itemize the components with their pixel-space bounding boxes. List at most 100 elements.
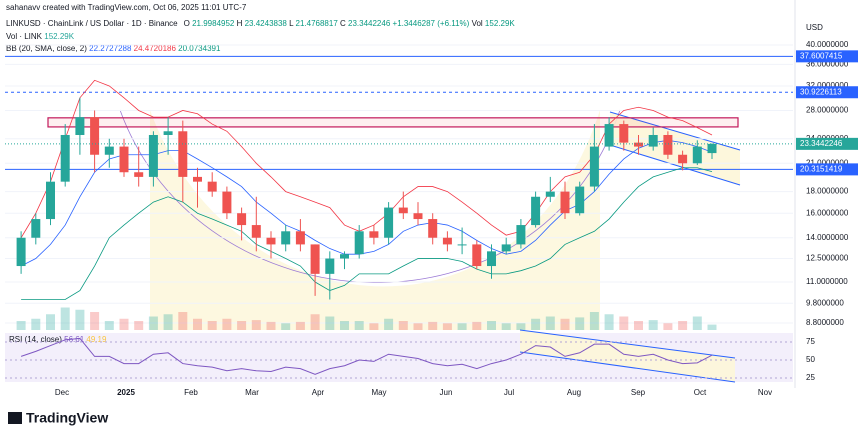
rsi-channel-line	[519, 329, 736, 359]
volume-bar	[60, 307, 70, 330]
volume-bar	[604, 314, 614, 330]
price-tag	[796, 86, 858, 99]
volume-bar	[487, 321, 496, 330]
rsi-tick-label: 25	[806, 373, 815, 382]
y-tick-label: 40.0000000	[806, 40, 849, 49]
last-price-label: 23.3442246	[800, 139, 843, 148]
ohlc-value: 21.9984952	[192, 19, 235, 28]
candle-body	[413, 213, 423, 220]
x-tick-label: Mar	[245, 388, 259, 397]
candle-body	[310, 244, 320, 274]
x-tick-label: Dec	[55, 388, 69, 397]
candle-body	[678, 154, 688, 164]
volume-bar	[207, 321, 217, 330]
ohlc-value: 23.3442246	[348, 19, 391, 28]
candle-body	[281, 231, 291, 245]
last-price-tag	[796, 137, 858, 150]
volume-bar	[531, 318, 541, 330]
vol-label: Vol	[472, 19, 483, 28]
bb-value: 20.0734391	[178, 44, 221, 53]
resistance-zone	[47, 117, 739, 128]
candle-body	[384, 207, 394, 238]
rsi-channel-line	[519, 351, 736, 383]
candle-body	[589, 146, 599, 187]
x-tick-label: May	[371, 388, 386, 397]
x-tick-label: Jul	[504, 388, 514, 397]
candle-body	[266, 237, 276, 245]
volume-bar	[707, 324, 717, 330]
y-tick-label: 14.0000000	[806, 233, 849, 242]
price-tag-label: 20.3151419	[800, 164, 843, 173]
volume-line-label: Vol · LINK	[6, 32, 43, 41]
candle-body	[707, 143, 717, 154]
candle-body	[148, 134, 158, 177]
candle-body	[692, 146, 702, 164]
volume-bar	[340, 321, 349, 330]
volume-bar	[560, 318, 570, 330]
volume-bar	[281, 323, 291, 330]
candle-body	[119, 146, 129, 173]
rsi-tick-label: 75	[806, 337, 815, 346]
volume-line: Vol · LINK 152.29K	[6, 32, 75, 41]
volume-bar	[692, 316, 702, 330]
bb-lower	[21, 167, 713, 300]
logo: TradingView	[8, 410, 108, 426]
volume-bar	[545, 316, 555, 330]
volume-bar	[457, 323, 467, 330]
currency: USD	[806, 23, 823, 32]
volume-bar	[369, 323, 379, 330]
volume-bar	[325, 316, 335, 330]
rsi-value: 56.61	[64, 335, 85, 344]
volume-bar	[134, 321, 144, 330]
x-tick-label: Aug	[567, 388, 581, 397]
y-tick-label: 16.0000000	[806, 208, 849, 217]
candle-body	[442, 237, 452, 245]
ohlc-label: O	[184, 19, 190, 28]
candle-body	[472, 244, 482, 267]
vol-value: 152.29K	[485, 19, 515, 28]
y-tick-label: 36.0000000	[806, 59, 849, 68]
candle-body	[634, 142, 643, 147]
candle-body	[75, 117, 85, 135]
candle-body	[428, 219, 438, 238]
candle-body	[560, 191, 570, 214]
volume-bar	[193, 318, 202, 330]
bb-value: 24.4720186	[134, 44, 177, 53]
volume-bar	[310, 314, 320, 330]
candle-body	[237, 213, 247, 226]
candle-body	[604, 124, 614, 147]
x-tick-label: Oct	[694, 388, 707, 397]
candle-body	[545, 191, 555, 197]
volume-bar	[295, 321, 305, 330]
symbol: LINKUSD · ChainLink / US Dollar · 1D · B…	[6, 19, 178, 28]
x-tick-label: Apr	[312, 388, 325, 397]
candle-body	[325, 258, 335, 274]
logo-mark	[8, 412, 22, 424]
bb-basis	[20, 139, 713, 267]
volume-bar	[589, 312, 599, 330]
volume-bar	[104, 321, 114, 330]
price-tag-label: 37.6007415	[800, 51, 843, 60]
y-tick-label: 28.0000000	[806, 106, 849, 115]
volume-bar	[237, 321, 247, 330]
volume-bar	[384, 318, 394, 330]
price-tag-label: 30.9226113	[800, 87, 842, 96]
ohlc-value: 23.4243838	[245, 19, 288, 28]
volume-bar	[90, 312, 100, 330]
volume-bar	[266, 321, 276, 330]
volume-bar	[428, 321, 438, 330]
candle-body	[16, 237, 26, 267]
x-tick-label: 2025	[117, 388, 135, 397]
rsi-tick-label: 50	[806, 355, 815, 364]
ohlc: O 21.9984952 H 23.4243838 L 21.4768817 C…	[184, 19, 516, 28]
bb-label: BB (20, SMA, close, 2)	[6, 44, 87, 53]
candle-body	[222, 191, 232, 214]
y-tick-label: 12.5000000	[806, 254, 849, 263]
volume-bar	[148, 316, 158, 330]
volume-bar	[251, 320, 261, 330]
candle-body	[398, 207, 408, 214]
candle-body	[516, 225, 526, 245]
volume-bar	[119, 318, 129, 330]
candle-body	[134, 172, 144, 177]
